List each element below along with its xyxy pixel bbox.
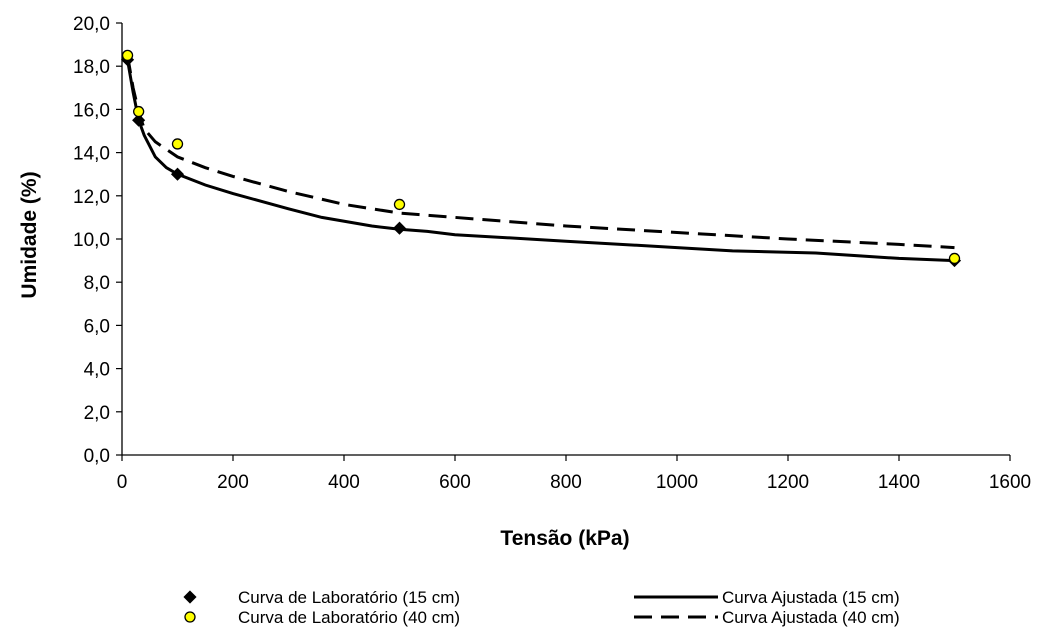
- data-point-circle: [393, 198, 406, 211]
- legend-label: Curva de Laboratório (15 cm): [238, 588, 460, 607]
- data-point-diamond: [132, 113, 146, 127]
- y-tick-label: 10,0: [73, 230, 110, 251]
- legend-label: Curva Ajustada (40 cm): [722, 608, 900, 627]
- y-axis-title: Umidade (%): [18, 171, 41, 298]
- x-tick-label: 1600: [989, 472, 1031, 493]
- y-tick-label: 4,0: [84, 360, 110, 381]
- x-tick-label: 200: [217, 472, 249, 493]
- series-line-curva-ajustada-15-cm: [126, 59, 955, 263]
- x-tick-label: 0: [117, 472, 128, 493]
- x-tick-label: 1000: [656, 472, 698, 493]
- y-tick-label: 12,0: [73, 187, 110, 208]
- x-tick-label: 800: [550, 472, 582, 493]
- y-tick-label: 2,0: [84, 403, 110, 424]
- x-tick-label: 1400: [878, 472, 920, 493]
- series-line-curva-ajustada-40-cm: [126, 55, 955, 250]
- data-point-circle: [948, 252, 961, 265]
- x-axis-title: Tensão (kPa): [500, 527, 629, 550]
- data-point-circle: [171, 138, 184, 150]
- data-point-circle: [121, 49, 134, 62]
- x-tick-label: 600: [439, 472, 471, 493]
- legend-symbol-diamond: [183, 590, 197, 604]
- y-tick-label: 6,0: [84, 316, 110, 337]
- y-tick-label: 8,0: [84, 273, 110, 294]
- legend-label: Curva de Laboratório (40 cm): [238, 608, 460, 627]
- y-tick-label: 14,0: [73, 144, 110, 165]
- y-tick-label: 20,0: [73, 14, 110, 35]
- y-tick-label: 18,0: [73, 57, 110, 78]
- y-tick-label: 0,0: [84, 446, 110, 467]
- plot-area: 0,0 2,0 4,0 6,0 8,0 10,0 12,0 14,0 16,0 18,0 20,0 0…: [73, 14, 1031, 493]
- legend-symbol-circle: [184, 611, 196, 623]
- x-tick-label: 400: [328, 472, 360, 493]
- x-tick-label: 1200: [767, 472, 809, 493]
- data-point-diamond: [170, 167, 185, 181]
- data-point-circle: [132, 105, 145, 118]
- legend-label: Curva Ajustada (15 cm): [722, 588, 900, 607]
- legend: Curva de Laboratório (15 cm)Curva de Lab…: [183, 588, 900, 627]
- data-point-diamond: [392, 221, 407, 235]
- y-tick-label: 16,0: [73, 100, 110, 121]
